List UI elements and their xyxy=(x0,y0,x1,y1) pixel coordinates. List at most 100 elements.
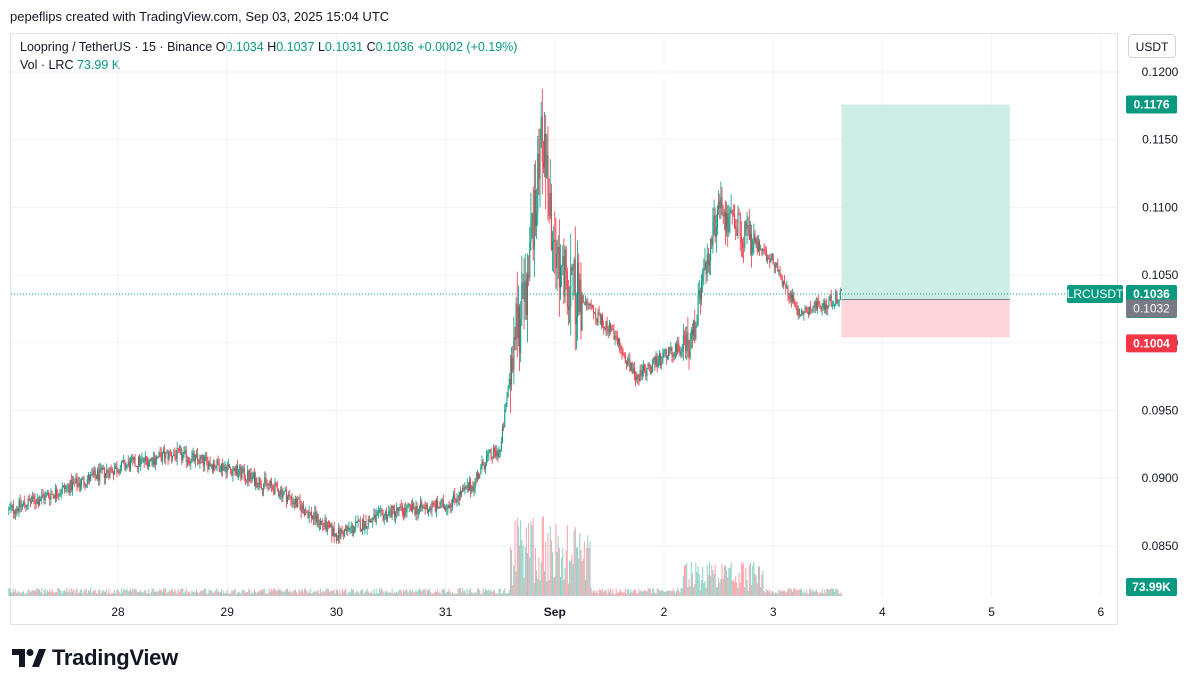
candle-body xyxy=(418,507,420,510)
candle-body xyxy=(357,520,359,522)
volume-bar xyxy=(528,522,530,596)
candle-body xyxy=(170,453,172,458)
candle-body xyxy=(211,464,213,471)
volume-bar xyxy=(637,593,639,596)
volume-bar xyxy=(120,588,122,596)
time-tick-label: 31 xyxy=(439,605,453,619)
volume-bar xyxy=(796,590,798,596)
candle-body xyxy=(305,512,307,516)
volume-bar xyxy=(87,590,89,596)
candle-body xyxy=(473,487,475,491)
candle-body xyxy=(618,338,619,344)
candle-body xyxy=(749,233,751,240)
volume-bar xyxy=(602,589,604,596)
volume-bar xyxy=(100,593,102,596)
candle-body xyxy=(182,454,184,461)
candle-body xyxy=(486,455,488,465)
volume-bar xyxy=(761,574,763,596)
legend-symbol[interactable]: Loopring / TetherUS · 15 · Binance xyxy=(20,40,213,54)
candle-body xyxy=(608,323,610,333)
candle-body xyxy=(711,238,713,246)
volume-bar xyxy=(468,589,470,596)
candle-body xyxy=(530,221,532,242)
candle-body xyxy=(31,501,33,503)
candle-body xyxy=(521,283,523,319)
volume-bar xyxy=(669,590,671,596)
candle-body xyxy=(122,461,124,463)
volume-bar xyxy=(332,590,334,596)
volume-bar xyxy=(671,591,673,596)
volume-bar xyxy=(209,590,211,596)
candle-body xyxy=(125,465,127,469)
time-tick-label: 29 xyxy=(221,605,235,619)
volume-bar xyxy=(592,590,594,596)
volume-bar xyxy=(316,591,318,596)
candle-body xyxy=(615,336,617,338)
volume-bar xyxy=(428,590,430,596)
volume-bar xyxy=(329,592,331,596)
volume-bar xyxy=(738,572,740,596)
candle-body xyxy=(464,486,466,490)
candle-body xyxy=(475,478,477,480)
legend-volume-label[interactable]: Vol · LRC xyxy=(20,58,74,72)
volume-bar xyxy=(831,588,833,596)
candle-body xyxy=(663,350,665,354)
volume-bar xyxy=(497,593,499,596)
volume-bar xyxy=(15,588,17,596)
volume-bar xyxy=(49,589,51,596)
candle-body xyxy=(299,499,301,505)
currency-button[interactable]: USDT xyxy=(1128,34,1176,58)
candle-body xyxy=(834,304,836,306)
volume-bar xyxy=(618,592,619,596)
candle-body xyxy=(266,481,268,486)
volume-bar xyxy=(225,592,227,596)
volume-bar xyxy=(682,575,684,596)
volume-bar xyxy=(647,588,649,596)
volume-bar xyxy=(810,588,812,596)
candle-body xyxy=(11,505,13,507)
volume-bar xyxy=(107,593,109,596)
volume-bar xyxy=(645,590,647,596)
volume-bar xyxy=(821,588,823,596)
volume-bar xyxy=(82,593,84,596)
volume-bar xyxy=(778,589,780,596)
volume-bar xyxy=(217,590,219,596)
candle-body xyxy=(149,459,151,462)
candle-body xyxy=(735,226,737,229)
volume-bar xyxy=(420,589,422,596)
candle-body xyxy=(190,462,192,464)
volume-bar xyxy=(819,592,821,596)
volume-bar xyxy=(728,568,730,596)
candle-body xyxy=(240,466,242,479)
candle-body xyxy=(745,221,747,229)
candle-body xyxy=(309,512,311,513)
candle-body xyxy=(562,256,564,266)
candle-body xyxy=(219,471,221,473)
volume-bar xyxy=(820,592,822,596)
volume-bar xyxy=(136,592,138,596)
volume-bar xyxy=(260,588,262,596)
candle-body xyxy=(12,505,14,513)
volume-bar xyxy=(271,589,273,596)
volume-bar xyxy=(66,588,68,596)
volume-bar xyxy=(78,592,80,596)
time-tick-label: 28 xyxy=(111,605,125,619)
candle-body xyxy=(840,289,842,291)
volume-bar xyxy=(330,590,332,596)
volume-bar xyxy=(299,591,301,596)
volume-bar xyxy=(156,591,158,596)
profit-target-zone xyxy=(841,104,1010,300)
volume-bar xyxy=(104,591,106,596)
volume-bar xyxy=(680,588,682,596)
volume-bar xyxy=(296,591,298,596)
candle-body xyxy=(239,466,241,474)
volume-bar xyxy=(414,592,416,596)
candle-body xyxy=(165,452,167,459)
volume-bar xyxy=(41,588,43,596)
volume-bar xyxy=(760,587,762,596)
volume-bar xyxy=(365,591,367,596)
volume-bar xyxy=(648,588,650,596)
volume-bar xyxy=(377,593,379,596)
candle-body xyxy=(46,492,48,494)
